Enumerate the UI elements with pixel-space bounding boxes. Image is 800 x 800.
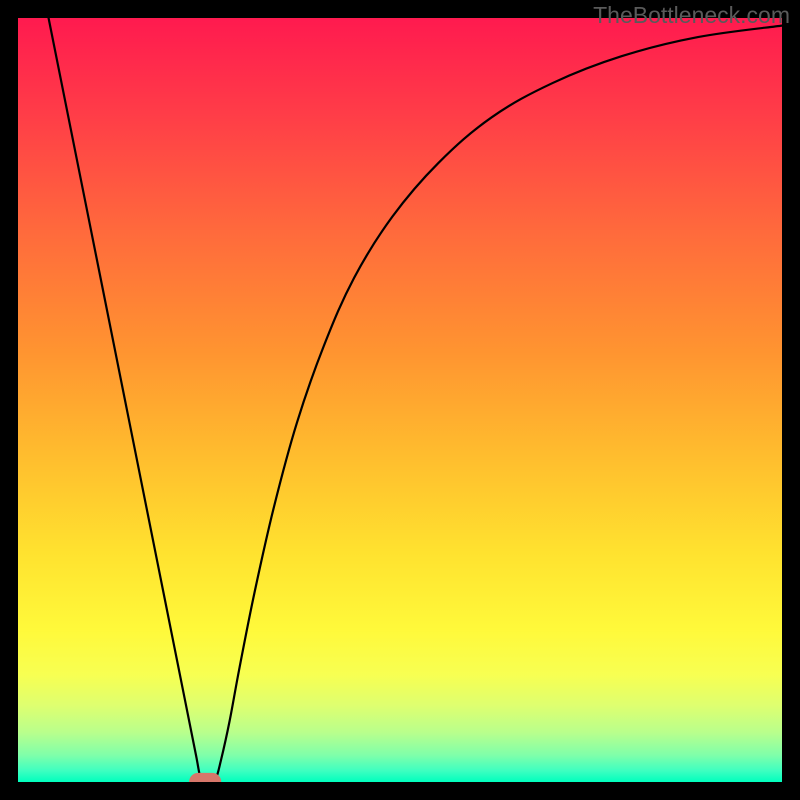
watermark-text: TheBottleneck.com [593, 2, 790, 29]
chart-gradient-background [18, 18, 782, 782]
chart-container: TheBottleneck.com [0, 0, 800, 800]
plot-area [18, 18, 782, 782]
